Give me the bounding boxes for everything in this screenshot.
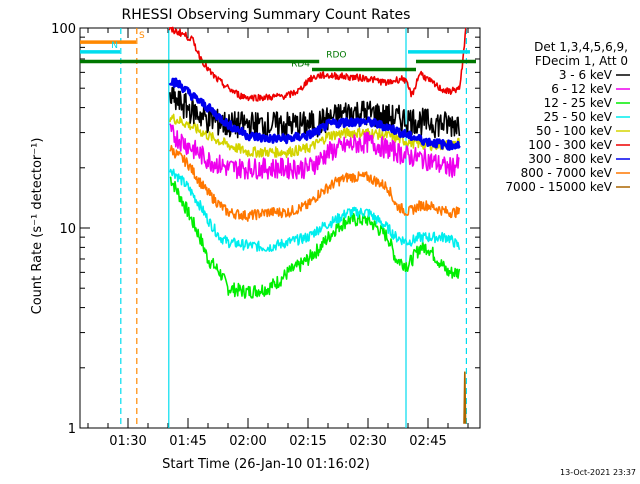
x-tick-label: 02:30 [349,434,386,449]
series-line [169,176,461,299]
legend-entry-label: 3 - 6 keV [559,68,613,82]
x-axis-label: Start Time (26-Jan-10 01:16:02) [162,457,370,472]
x-tick-label: 01:30 [109,434,146,449]
status-bar-label: N [111,41,118,51]
plot-frame [79,27,481,429]
status-bar-label: S [139,31,145,41]
legend-entry-label: 800 - 7000 keV [521,166,613,180]
series-line [169,123,460,180]
x-tick-label: 01:45 [169,434,206,449]
status-bar-label: RD4 [291,60,310,70]
series-line [169,168,461,252]
series-line [169,144,461,222]
x-tick-label: 02:15 [289,434,326,449]
legend-entry-label: 50 - 100 keV [536,124,613,138]
series-line [168,77,461,151]
series-line [463,371,467,424]
y-tick-label: 1 [68,422,76,437]
y-tick-label: 100 [51,22,76,37]
series-line [168,26,467,102]
x-tick-label: 02:00 [229,434,266,449]
legend-entry-label: 100 - 300 keV [528,138,612,152]
legend-header-line-2: FDecim 1, Att 0 [535,54,628,68]
legend-entry-label: 12 - 25 keV [544,96,613,110]
legend-entry-label: 300 - 800 keV [528,152,612,166]
y-axis-label: Count Rate (s⁻¹ detector⁻¹) [30,138,45,315]
legend-entry-label: 6 - 12 keV [551,82,613,96]
series-line [169,113,461,159]
y-tick-label: 10 [59,222,76,237]
status-bar-label: RDO [326,50,346,60]
footer-timestamp: 13-Oct-2021 23:37 [560,468,636,477]
chart-title: RHESSI Observing Summary Count Rates [122,7,411,23]
legend-entry-label: 7000 - 15000 keV [505,180,612,194]
plot-area: 1 10 100 01:30 01:45 02:00 02:15 02:30 02:45 S N RD… [51,22,481,449]
legend-header-line-1: Det 1,3,4,5,6,9, [534,40,628,54]
legend-entry-label: 25 - 50 keV [544,110,613,124]
x-tick-label: 02:45 [409,434,446,449]
